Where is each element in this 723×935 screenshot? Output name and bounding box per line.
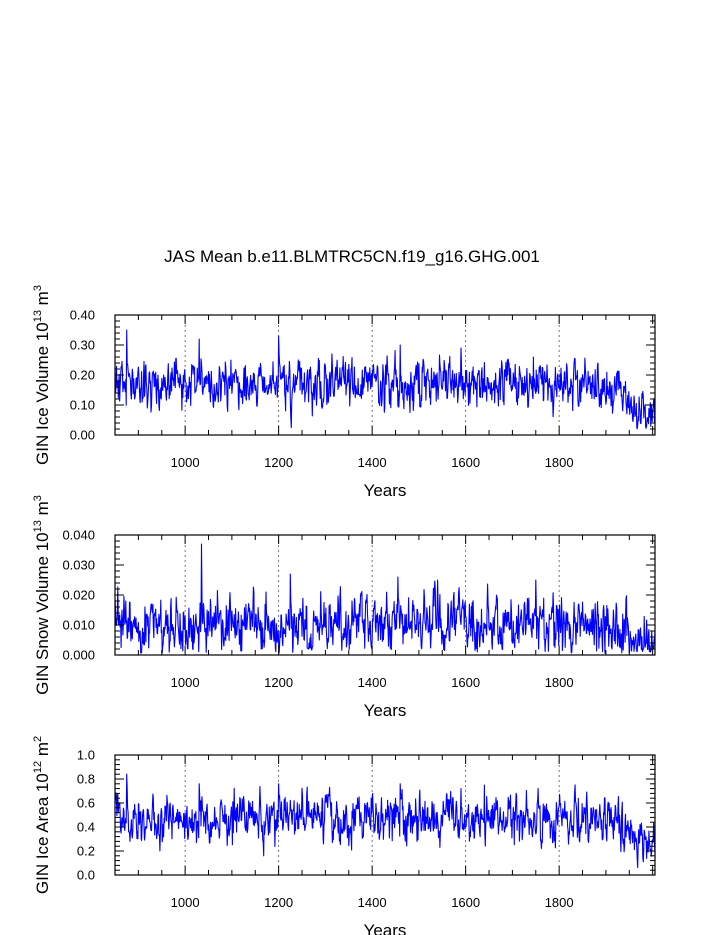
y-tick-label: 0.30	[70, 338, 95, 353]
x-tick-label: 1200	[264, 675, 293, 690]
x-tick-label: 1800	[545, 895, 574, 910]
y-tick-label: 0.00	[70, 428, 95, 443]
x-tick-label: 1600	[451, 675, 480, 690]
y-tick-label: 0.20	[70, 368, 95, 383]
x-tick-label: 1200	[264, 455, 293, 470]
x-axis-label: Years	[364, 921, 407, 935]
x-axis-label: Years	[364, 481, 407, 500]
plot-frame	[114, 754, 656, 876]
x-tick-label: 1000	[171, 455, 200, 470]
y-tick-label: 0.4	[77, 820, 95, 835]
figure-title: JAS Mean b.e11.BLMTRC5CN.f19_g16.GHG.001	[164, 247, 540, 266]
x-tick-label: 1400	[358, 455, 387, 470]
plot-frame	[114, 534, 656, 656]
panel-ice-volume: 1000 1200 1400 1600 1800 Years 0.00 0.10 0.20 0.3…	[32, 285, 656, 500]
series-line-ice-area	[114, 773, 656, 869]
y-tick-label: 0.000	[62, 648, 95, 663]
panels: 1000 1200 1400 1600 1800 Years 0.00 0.10 0.20 0.3…	[32, 285, 656, 935]
panel-snow-volume: 1000 1200 1400 1600 1800 Years 0.000 0.010 0.020…	[32, 495, 656, 720]
x-tick-label: 1200	[264, 895, 293, 910]
series-line-ice-volume	[114, 329, 656, 430]
x-tick-label: 1000	[171, 675, 200, 690]
x-tick-label: 1400	[358, 675, 387, 690]
x-tick-label: 1600	[451, 895, 480, 910]
y-tick-label: 0.010	[62, 618, 95, 633]
y-tick-label: 0.10	[70, 398, 95, 413]
y-tick-label: 0.040	[62, 528, 95, 543]
y-tick-label: 0.020	[62, 588, 95, 603]
y-tick-label: 0.030	[62, 558, 95, 573]
y-tick-label: 0.8	[77, 772, 95, 787]
y-tick-label: 1.0	[77, 748, 95, 763]
x-axis-label: Years	[364, 701, 407, 720]
x-tick-label: 1800	[545, 455, 574, 470]
x-tick-label: 1600	[451, 455, 480, 470]
series-line-snow-volume	[114, 543, 656, 654]
y-axis-label: GIN Snow Volume 1013 m3	[32, 495, 52, 695]
y-axis-label: GIN Ice Volume 1013 m3	[32, 285, 52, 465]
y-axis-label: GIN Ice Area 1012 m2	[32, 736, 52, 894]
y-tick-label: 0.6	[77, 796, 95, 811]
x-tick-label: 1000	[171, 895, 200, 910]
x-tick-label: 1800	[545, 675, 574, 690]
x-tick-label: 1400	[358, 895, 387, 910]
y-tick-label: 0.0	[77, 868, 95, 883]
panel-ice-area: 1000 1200 1400 1600 1800 Years 0.0 0.2 0.4 0.6 0.8…	[32, 736, 656, 935]
y-tick-label: 0.2	[77, 844, 95, 859]
y-tick-label: 0.40	[70, 308, 95, 323]
